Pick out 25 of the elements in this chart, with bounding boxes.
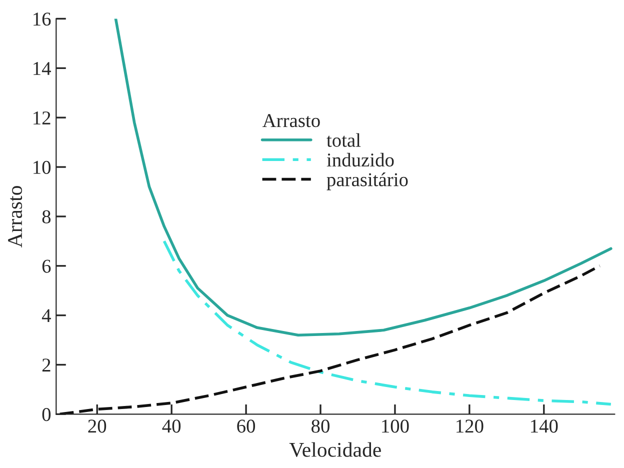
legend-title: Arrasto <box>262 114 320 128</box>
x-tick-label: 140 <box>531 420 558 433</box>
x-tick-label: 80 <box>312 420 330 433</box>
x-tick-label: 100 <box>382 420 409 433</box>
y-tick-label: 14 <box>34 62 51 75</box>
legend-label: induzido <box>326 152 394 167</box>
y-tick-label: 12 <box>34 111 50 124</box>
x-tick-label: 120 <box>456 420 484 433</box>
x-tick-label: 60 <box>237 420 256 433</box>
y-tick-label: 6 <box>42 260 51 273</box>
x-tick-label: 20 <box>88 420 106 433</box>
x-axis-title: Velocidade <box>289 442 381 458</box>
y-tick-label: 4 <box>42 309 51 322</box>
line-series <box>162 240 612 406</box>
legend-label: total <box>326 133 361 147</box>
line-series <box>58 264 602 414</box>
y-tick-label: 16 <box>34 12 51 26</box>
y-tick-label: 8 <box>42 210 51 224</box>
x-tick-label: 40 <box>162 420 181 433</box>
line-series <box>114 18 612 336</box>
y-tick-label: 2 <box>42 358 50 372</box>
y-axis-title: Arrasto <box>8 186 22 248</box>
y-tick-label: 10 <box>34 160 51 174</box>
y-tick-label: 0 <box>42 408 51 422</box>
legend-label: parasitário <box>326 172 408 190</box>
